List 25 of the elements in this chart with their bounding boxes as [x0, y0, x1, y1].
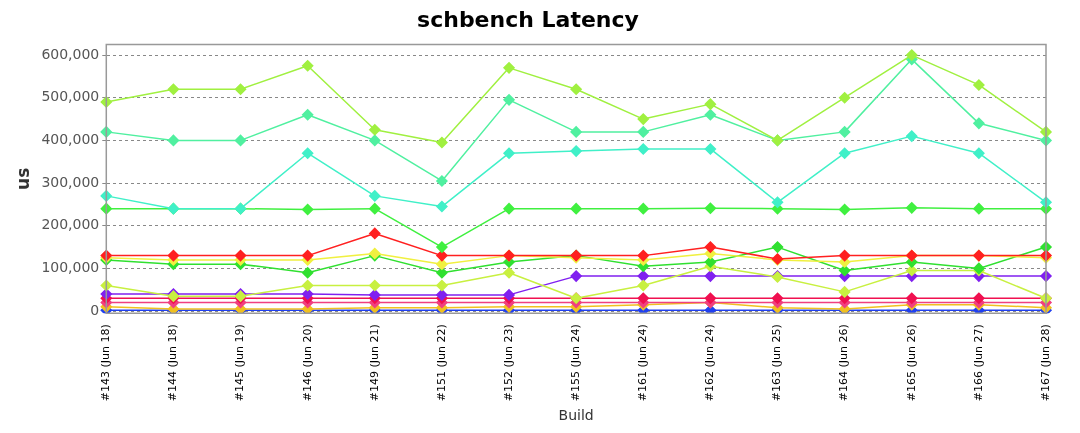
y-tick-label: 0 [90, 301, 100, 318]
y-tick-label: 500,000 [41, 88, 100, 105]
x-axis-title: Build [558, 407, 594, 424]
x-tick-label: #146 (Jun 20) [300, 324, 314, 402]
x-tick-label: #144 (Jun 18) [166, 324, 180, 402]
x-tick-label: #163 (Jun 25) [770, 324, 784, 402]
y-tick-label: 100,000 [41, 259, 100, 276]
x-tick-label: #162 (Jun 24) [703, 324, 717, 402]
x-tick-label: #164 (Jun 26) [837, 324, 851, 402]
y-tick-label: 600,000 [41, 45, 100, 62]
x-tick-label: #166 (Jun 27) [971, 324, 985, 402]
y-tick-label: 400,000 [41, 131, 100, 148]
x-tick-label: #145 (Jun 19) [233, 324, 247, 402]
x-tick-label: #151 (Jun 22) [434, 324, 448, 402]
x-tick-label: #152 (Jun 23) [501, 324, 515, 402]
x-tick-label: #149 (Jun 21) [367, 324, 381, 402]
y-axis-title: us [12, 167, 33, 190]
chart-title: schbench Latency [417, 6, 639, 32]
x-tick-label: #165 (Jun 26) [904, 324, 918, 402]
y-tick-label: 200,000 [41, 216, 100, 233]
x-tick-label: #155 (Jun 24) [569, 324, 583, 402]
x-tick-label: #161 (Jun 24) [636, 324, 650, 402]
x-tick-label: #167 (Jun 28) [1038, 324, 1052, 402]
x-tick-label: #143 (Jun 18) [99, 324, 113, 402]
y-tick-label: 300,000 [41, 173, 100, 190]
